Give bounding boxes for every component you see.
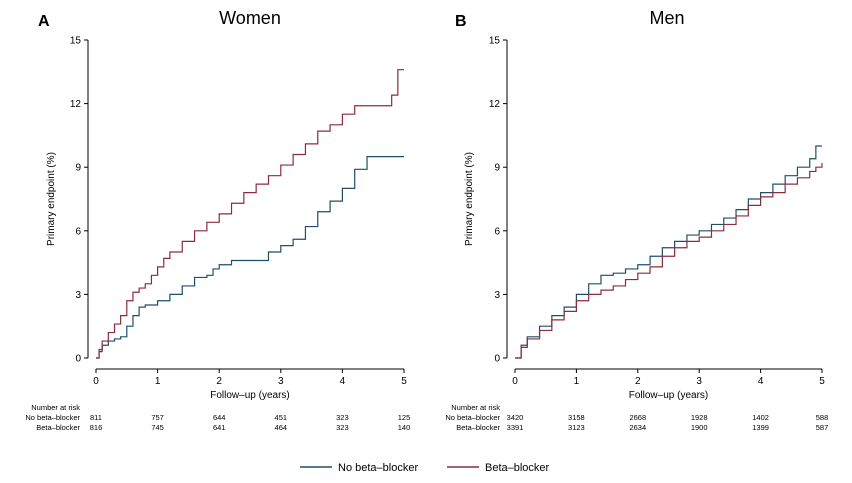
panel-b-y-tick-label: 9 [494, 163, 500, 174]
panel-a-risk-value: 140 [398, 423, 411, 432]
panel-b-risk-value: 1402 [752, 413, 769, 422]
panel-b-title: Men [649, 8, 684, 28]
panel-b-risk-value: 587 [816, 423, 829, 432]
panel-b-risk-row-label: No beta–blocker [445, 413, 500, 422]
panel-a-y-tick-label: 6 [75, 226, 81, 237]
legend-label-no-beta-blocker: No beta–blocker [338, 462, 418, 474]
panel-b-x-tick-label: 0 [512, 376, 518, 387]
panel-b-y-tick-label: 12 [489, 99, 501, 110]
panel-b-x-tick-label: 2 [635, 376, 641, 387]
panel-a-risk-row-label: Beta–blocker [36, 423, 80, 432]
panel-b-x-tick-label: 1 [574, 376, 580, 387]
panel-a-y-tick-label: 3 [75, 290, 81, 301]
panel-a-risk-value: 757 [151, 413, 164, 422]
panel-a-y-tick-label: 15 [70, 36, 82, 47]
panel-a-risk-value: 745 [151, 423, 164, 432]
panel-b-risk-row-label: Beta–blocker [456, 423, 500, 432]
panel-b-risk-value: 1399 [752, 423, 769, 432]
panel-b-risk-value: 2634 [629, 423, 646, 432]
panel-a-letter: A [38, 13, 50, 30]
panel-a-x-tick-label: 0 [93, 376, 99, 387]
panel-a-x-tick-label: 4 [340, 376, 346, 387]
panel-b-y-tick-label: 3 [494, 290, 500, 301]
panel-a-risk-value: 125 [398, 413, 411, 422]
panel-b-y-tick-label: 6 [494, 226, 500, 237]
panel-a-title: Women [219, 8, 281, 28]
panel-b-risk-value: 588 [816, 413, 829, 422]
panel-a-x-tick-label: 3 [278, 376, 284, 387]
panel-b-y-tick-label: 15 [489, 36, 501, 47]
panel-b-series-no_bb [515, 145, 822, 359]
panel-a-risk-value: 816 [90, 423, 103, 432]
panel-a-series-no_bb [96, 156, 404, 359]
panel-b-risk-value: 1928 [691, 413, 708, 422]
panel-a-x-axis-label: Follow–up (years) [210, 390, 289, 401]
panel-a-risk-value: 644 [213, 413, 226, 422]
panel-b-risk-value: 3420 [507, 413, 524, 422]
panel-b-x-axis-label: Follow–up (years) [629, 390, 708, 401]
panel-a-series-bb [96, 69, 404, 359]
panel-b-series-bb [515, 162, 823, 359]
legend-label-beta-blocker: Beta–blocker [485, 462, 550, 474]
panel-a-y-tick-label: 0 [75, 354, 81, 365]
panel-a-y-tick-label: 12 [70, 99, 82, 110]
panel-b-risk-value: 2668 [629, 413, 646, 422]
panel-b-y-tick-label: 0 [494, 354, 500, 365]
panel-a-risk-value: 323 [336, 423, 349, 432]
panel-b-risk-value: 3123 [568, 423, 585, 432]
panel-b-risk-header: Number at risk [451, 403, 500, 412]
panel-a-x-tick-label: 2 [216, 376, 222, 387]
panel-b-x-tick-label: 4 [758, 376, 764, 387]
panel-a-risk-value: 451 [275, 413, 288, 422]
panel-a-risk-value: 464 [275, 423, 288, 432]
panel-a-x-tick-label: 5 [401, 376, 407, 387]
panel-a-y-tick-label: 9 [75, 163, 81, 174]
panel-a-y-axis-label: Primary endpoint (%) [46, 152, 57, 246]
panel-a-risk-row-label: No beta–blocker [25, 413, 80, 422]
panel-b-risk-value: 1900 [691, 423, 708, 432]
panel-b-risk-value: 3158 [568, 413, 585, 422]
panel-a-risk-value: 811 [90, 413, 102, 422]
panel-a-risk-value: 641 [213, 423, 226, 432]
panel-a-risk-value: 323 [336, 413, 349, 422]
panel-b-risk-value: 3391 [507, 423, 524, 432]
panel-b-x-tick-label: 3 [696, 376, 702, 387]
panel-b-letter: B [455, 13, 467, 30]
panel-b-y-axis-label: Primary endpoint (%) [464, 152, 475, 246]
panel-a-x-tick-label: 1 [155, 376, 161, 387]
panel-b-x-tick-label: 5 [819, 376, 825, 387]
panel-a-risk-header: Number at risk [31, 403, 80, 412]
